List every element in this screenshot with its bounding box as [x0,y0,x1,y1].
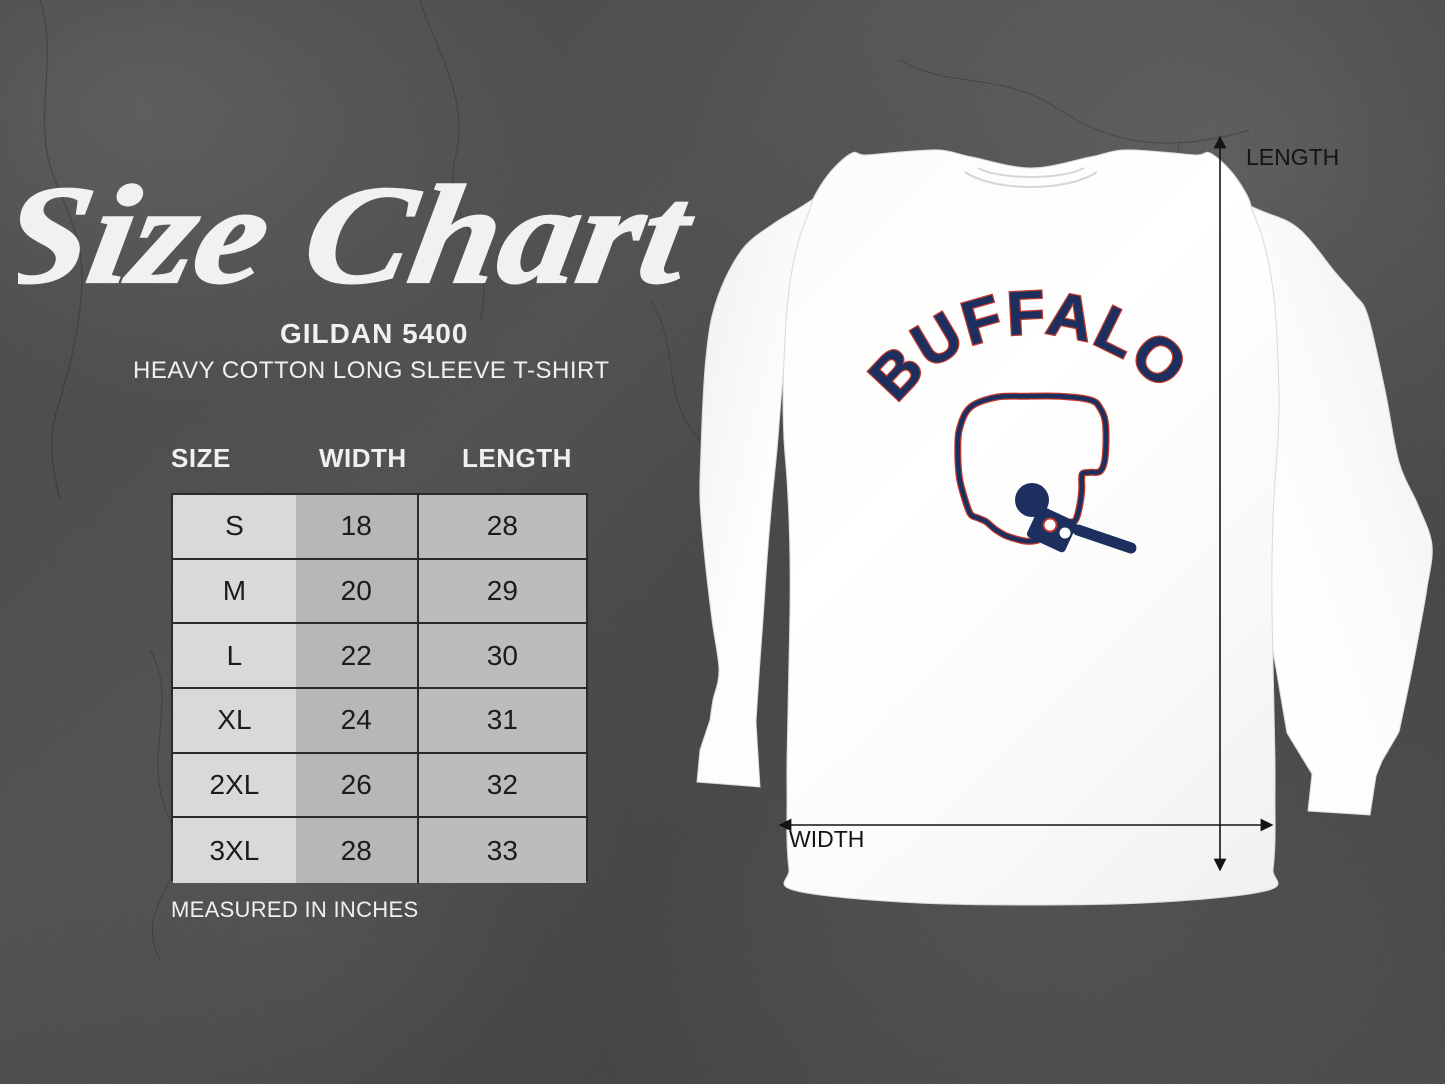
svg-text:WIDTH: WIDTH [789,826,864,852]
svg-text:LENGTH: LENGTH [1246,144,1339,170]
